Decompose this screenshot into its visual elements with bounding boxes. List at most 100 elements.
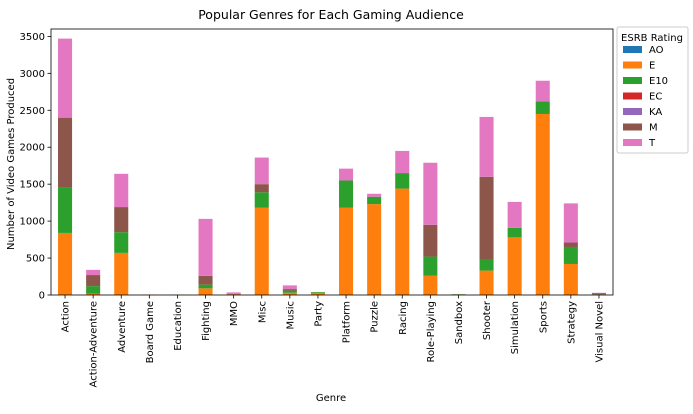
bar-t-puzzle <box>367 194 381 197</box>
x-tick-label: Racing <box>398 301 409 335</box>
bar-t-simulation <box>508 202 522 228</box>
bar-e-strategy <box>564 264 578 295</box>
bar-e10-platform <box>339 180 353 207</box>
bar-e10-puzzle <box>367 197 381 204</box>
legend-swatch-e10 <box>623 77 642 84</box>
y-tick-label: 2000 <box>20 143 45 154</box>
bar-e-shooter <box>480 271 494 295</box>
legend-label-ec: EC <box>649 92 662 103</box>
bar-e-adventure <box>114 253 128 295</box>
y-axis-label: Number of Video Games Produced <box>6 78 17 250</box>
x-tick-label: MMO <box>229 301 240 326</box>
legend-label-m: M <box>649 123 658 134</box>
bar-t-sports <box>536 81 550 102</box>
y-tick-label: 1500 <box>20 180 45 191</box>
y-tick-label: 3000 <box>20 69 45 80</box>
bar-e10-shooter <box>480 260 494 271</box>
legend-swatch-ka <box>623 108 642 115</box>
bar-m-misc <box>255 184 269 192</box>
x-tick-label: Action <box>61 301 72 332</box>
bar-e-role-playing <box>423 276 437 295</box>
x-tick-label: Visual Novel <box>594 301 605 362</box>
bar-e-fighting <box>199 288 213 295</box>
y-tick-label: 500 <box>26 254 45 265</box>
bar-m-role-playing <box>423 225 437 257</box>
x-tick-label: Fighting <box>201 301 212 341</box>
x-tick-label: Strategy <box>566 301 577 344</box>
legend-swatch-e <box>623 62 642 69</box>
bar-t-strategy <box>564 203 578 242</box>
bar-e10-sports <box>536 101 550 114</box>
y-axis-ticks: 0 500 1000 1500 2000 2500 3000 3500 <box>20 32 51 302</box>
x-tick-label: Action-Adventure <box>89 301 100 387</box>
bar-m-shooter <box>480 177 494 260</box>
bar-t-shooter <box>480 117 494 177</box>
x-axis-label: Genre <box>316 393 346 404</box>
y-tick-label: 2500 <box>20 106 45 117</box>
legend-title: ESRB Rating <box>621 33 683 44</box>
bars-group <box>58 39 606 295</box>
bar-e10-music <box>283 291 297 293</box>
bar-e10-simulation <box>508 228 522 238</box>
legend-label-t: T <box>648 138 656 149</box>
bar-e-platform <box>339 208 353 295</box>
bar-m-fighting <box>199 276 213 285</box>
bar-m-action <box>58 118 72 188</box>
bar-t-role-playing <box>423 163 437 225</box>
bar-t-action-adventure <box>86 270 100 275</box>
bar-t-mmo <box>227 292 241 293</box>
bar-e-misc <box>255 208 269 295</box>
bar-t-action <box>58 39 72 118</box>
legend-swatch-ao <box>623 46 642 53</box>
bar-t-misc <box>255 158 269 185</box>
bar-e-action <box>58 233 72 295</box>
x-axis-ticks: Action Action-Adventure Adventure Board Gam… <box>61 295 606 387</box>
bar-e10-racing <box>395 173 409 189</box>
bar-e10-misc <box>255 192 269 208</box>
x-tick-label: Puzzle <box>370 301 381 333</box>
x-tick-label: Misc <box>257 301 268 323</box>
bar-m-action-adventure <box>86 275 100 286</box>
x-tick-label: Adventure <box>117 301 128 353</box>
y-tick-label: 0 <box>39 291 45 302</box>
bar-e10-role-playing <box>423 257 437 276</box>
bar-e-sports <box>536 114 550 295</box>
bar-e-puzzle <box>367 204 381 295</box>
y-tick-label: 1000 <box>20 217 45 228</box>
bar-e10-adventure <box>114 232 128 253</box>
legend-swatch-ec <box>623 93 642 100</box>
bar-t-racing <box>395 151 409 173</box>
bar-t-fighting <box>199 219 213 276</box>
legend-label-e10: E10 <box>649 76 668 87</box>
x-tick-label: Sports <box>538 301 549 333</box>
bar-t-music <box>283 285 297 289</box>
legend-swatch-m <box>623 124 642 131</box>
x-tick-label: Simulation <box>510 301 521 354</box>
bar-e10-action-adventure <box>86 286 100 293</box>
bar-m-music <box>283 289 297 290</box>
plot-frame <box>51 29 613 295</box>
y-tick-label: 3500 <box>20 32 45 43</box>
x-tick-label: Platform <box>342 301 353 343</box>
legend-swatch-t <box>623 139 642 146</box>
legend-label-ka: KA <box>649 107 662 118</box>
x-tick-label: Music <box>285 301 296 329</box>
bar-m-adventure <box>114 207 128 232</box>
x-tick-label: Sandbox <box>454 301 465 344</box>
bar-e10-action <box>58 188 72 233</box>
x-tick-label: Role-Playing <box>426 301 437 362</box>
x-tick-label: Education <box>173 301 184 351</box>
bar-m-visual-novel <box>592 293 606 294</box>
bar-e-racing <box>395 189 409 295</box>
x-tick-label: Board Game <box>145 301 156 363</box>
bar-t-adventure <box>114 174 128 207</box>
x-tick-label: Shooter <box>482 300 493 340</box>
chart-title: Popular Genres for Each Gaming Audience <box>198 7 464 22</box>
bar-e10-fighting <box>199 285 213 289</box>
legend-label-ao: AO <box>649 45 664 56</box>
bar-e-simulation <box>508 237 522 295</box>
bar-m-strategy <box>564 243 578 247</box>
